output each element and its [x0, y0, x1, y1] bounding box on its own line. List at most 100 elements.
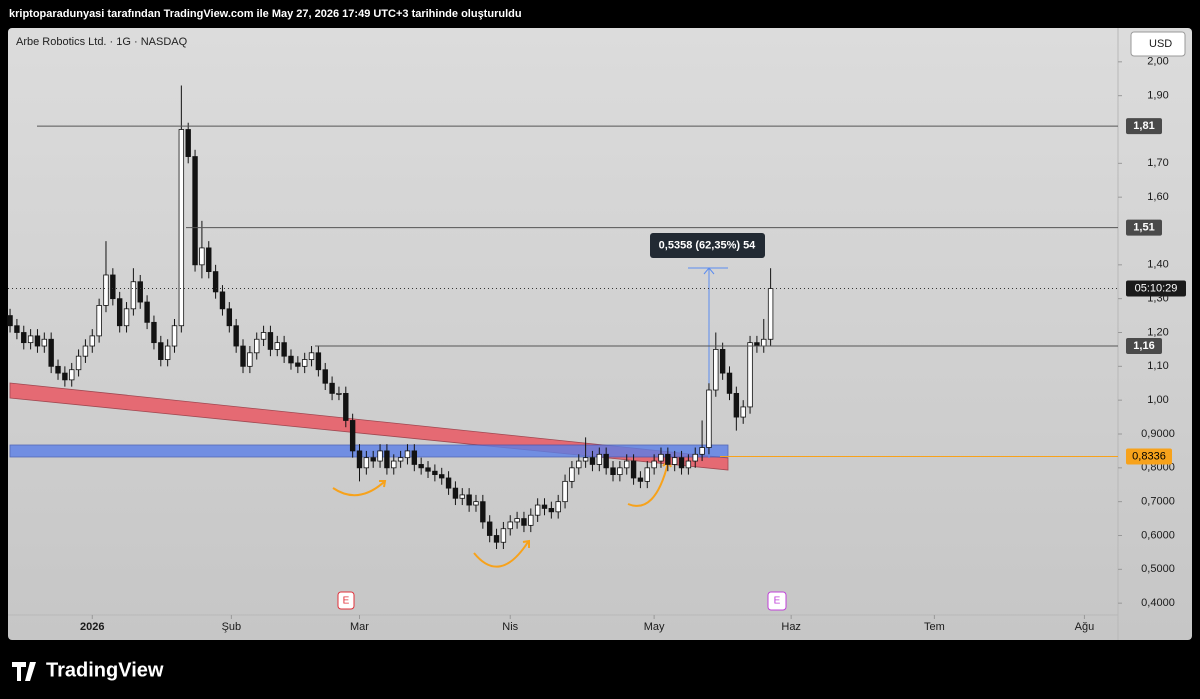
- candle-body: [377, 450, 383, 462]
- candle-body: [233, 325, 239, 347]
- candle-body: [110, 274, 116, 300]
- candle-body: [62, 372, 68, 381]
- candle-body: [212, 271, 219, 293]
- candle-body: [665, 453, 671, 465]
- candle-body: [480, 501, 486, 523]
- candle-body: [206, 247, 212, 272]
- candle-body: [144, 301, 150, 323]
- candle-body: [582, 457, 589, 462]
- level-box: [1126, 338, 1162, 355]
- arrow: [332, 481, 385, 497]
- candle-body: [301, 359, 308, 367]
- candle-body: [528, 514, 534, 526]
- candle-body: [397, 457, 404, 462]
- candle-body: [336, 392, 342, 395]
- chart-panel: [8, 28, 1192, 640]
- currency: USD: [1149, 38, 1172, 50]
- candle-body: [678, 457, 685, 469]
- x-tick-label: Mar: [350, 621, 369, 633]
- candle-body: [610, 467, 616, 475]
- candle-body: [411, 450, 418, 465]
- countdown-box: [1126, 280, 1186, 297]
- candle-body: [281, 342, 287, 357]
- candle-body: [719, 349, 726, 374]
- candle-body: [733, 392, 740, 418]
- candle-body: [260, 332, 267, 340]
- x-tick-label: Tem: [924, 621, 945, 633]
- level-box: [1126, 118, 1162, 135]
- candle-body: [761, 338, 767, 347]
- y-tick-label: 0,8000: [1141, 462, 1175, 474]
- candle-body: [747, 342, 753, 408]
- candle-body: [754, 342, 760, 347]
- candle-body: [123, 308, 130, 327]
- candle-body: [569, 467, 575, 482]
- y-tick-label: 1,20: [1147, 326, 1168, 338]
- level-box: [1126, 219, 1162, 236]
- candle-body: [617, 467, 623, 475]
- candle-body: [404, 450, 411, 459]
- candle-body: [171, 325, 178, 347]
- candle-body: [452, 487, 459, 499]
- candle-body: [726, 372, 733, 394]
- candle-body: [164, 345, 171, 360]
- candle-body: [418, 464, 424, 469]
- candle-body: [589, 457, 596, 465]
- candle-body: [425, 467, 431, 472]
- candle-body: [274, 342, 280, 350]
- candle-body: [89, 335, 95, 347]
- candle-body: [116, 298, 123, 327]
- measure-label: 0,5358 (62,35%) 54: [659, 239, 757, 251]
- candle-body: [630, 460, 637, 479]
- candle-body: [254, 338, 260, 354]
- candle-body: [7, 315, 13, 327]
- candle-body: [356, 450, 363, 469]
- candle-body: [685, 460, 692, 469]
- candle-body: [14, 325, 20, 333]
- candle-body: [267, 332, 274, 350]
- candle-body: [219, 291, 226, 310]
- candle-body: [534, 504, 541, 516]
- y-tick-label: 0,9000: [1141, 428, 1175, 440]
- x-tick-label: 2026: [80, 621, 104, 633]
- candle-body: [514, 518, 520, 523]
- candle-body: [103, 274, 109, 306]
- drawings: 0,5358 (62,35%) 54: [7, 85, 774, 568]
- candle-body: [562, 480, 568, 503]
- support-band: [9, 444, 729, 458]
- candle-body: [308, 352, 315, 360]
- y-tick-label: 1,40: [1147, 259, 1168, 271]
- candle-body: [158, 342, 164, 360]
- x-tick-label: May: [644, 621, 665, 633]
- candle-body: [658, 453, 664, 462]
- measure-arrow: [703, 267, 715, 275]
- x-tick-label: Ağu: [1075, 621, 1095, 633]
- level-label: 1,16: [1133, 340, 1154, 352]
- candle-body: [55, 365, 61, 374]
- x-tick-label: Nis: [502, 621, 518, 633]
- candle-body: [713, 349, 719, 391]
- candle-body: [493, 535, 500, 543]
- candle-body: [199, 247, 205, 266]
- candle-body: [466, 494, 472, 506]
- candle-body: [596, 453, 603, 465]
- support-label: 0,8336: [1132, 450, 1166, 462]
- candle-body: [459, 494, 465, 499]
- candle-body: [541, 504, 548, 509]
- y-tick-label: 1,90: [1147, 90, 1168, 102]
- candle-body: [178, 129, 185, 327]
- candle-body: [500, 528, 507, 543]
- candle-body: [576, 460, 582, 469]
- candle-body: [288, 355, 294, 364]
- candle-body: [671, 457, 678, 465]
- candle-body: [507, 521, 513, 530]
- measure-box: [650, 233, 765, 258]
- candle-body: [651, 460, 657, 469]
- support-box: [1126, 448, 1172, 465]
- candle-body: [740, 406, 746, 418]
- y-tick-label: 0,4000: [1141, 597, 1175, 609]
- candle-body: [137, 281, 143, 303]
- chart-title: Arbe Robotics Ltd. · 1G · NASDAQ: [16, 36, 188, 48]
- currency-box: [1130, 31, 1186, 57]
